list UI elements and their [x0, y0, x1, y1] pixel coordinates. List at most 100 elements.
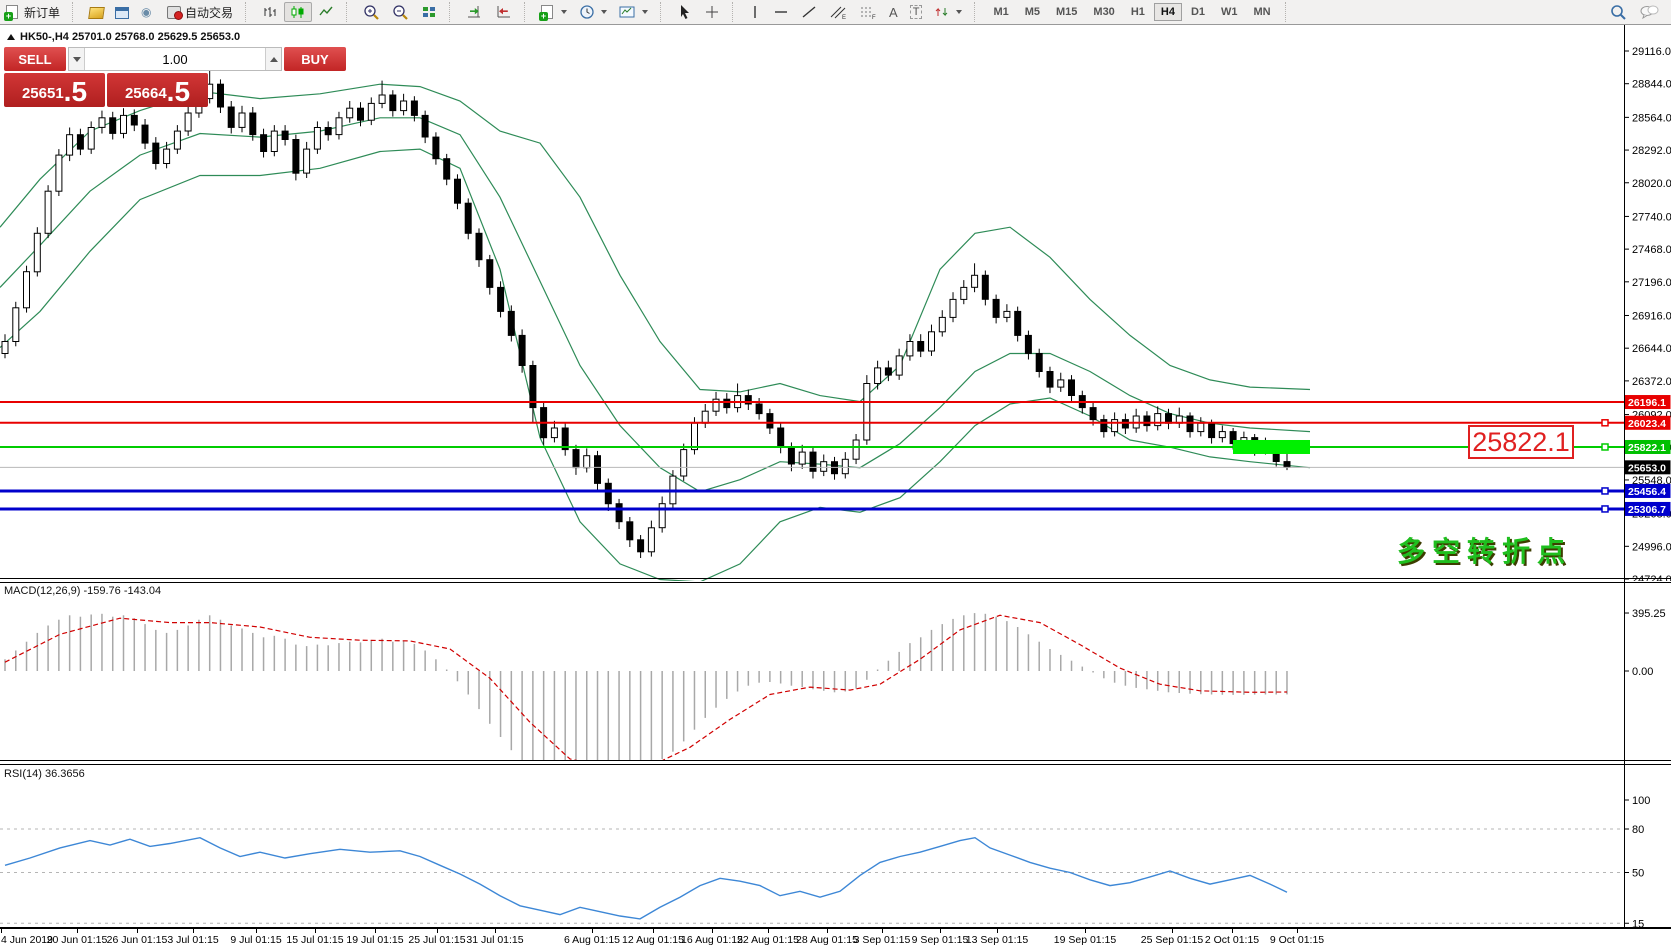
templates-button[interactable]	[613, 2, 654, 22]
buy-price-display[interactable]: 25664.5	[107, 73, 208, 107]
new-order-button[interactable]: + 新订单	[0, 2, 66, 22]
rsi-pane-canvas[interactable]: 1008050150	[0, 765, 1671, 927]
time-tick	[712, 929, 713, 933]
shapes-arrows-icon	[936, 7, 948, 17]
crosshair-icon	[706, 6, 719, 18]
fibonacci-icon: F	[861, 7, 876, 20]
timeframe-M15[interactable]: M15	[1056, 6, 1078, 18]
time-tick	[592, 929, 593, 933]
cursor-button[interactable]	[671, 2, 698, 22]
sell-price-int: 25651	[21, 85, 64, 102]
price-text-label[interactable]: 25822.1	[1468, 425, 1574, 459]
zoom-out-icon	[393, 4, 408, 20]
time-label: 9 Oct 01:15	[1269, 934, 1325, 946]
horizontal-line-button[interactable]	[767, 2, 795, 22]
dropdown-arrow-icon	[601, 10, 608, 14]
rsi-label: RSI(14) 36.3656	[4, 768, 85, 780]
main-chart-canvas[interactable]: 29116.0 28844.0 28564.0 28292.0 28020.0 27740…	[0, 25, 1671, 581]
indicators-button[interactable]: +	[535, 2, 573, 22]
text-tool-button[interactable]: A	[883, 2, 904, 22]
svg-text:27468.0: 27468.0	[1632, 244, 1671, 256]
volume-increase-button[interactable]	[265, 48, 281, 70]
time-tick	[193, 929, 194, 933]
separator	[449, 2, 456, 22]
timeframe-group: M1 M5 M15 M30 H1 H4 D1 W1 MN	[985, 3, 1278, 21]
zoom-out-button[interactable]	[386, 2, 415, 22]
label-tool-button[interactable]: T	[904, 2, 929, 22]
search-button[interactable]	[1604, 2, 1633, 22]
text-tool-icon: A	[889, 4, 898, 20]
profiles-icon	[88, 5, 105, 19]
time-label: 15 Jul 01:15	[286, 934, 344, 946]
profiles-button[interactable]	[83, 2, 109, 22]
timeframe-M5[interactable]: M5	[1024, 6, 1040, 18]
chart-shift-icon	[497, 6, 511, 18]
time-tick	[940, 929, 941, 933]
channel-button[interactable]: E	[823, 2, 853, 22]
search-icon	[1611, 4, 1626, 20]
time-tick	[1297, 929, 1298, 933]
svg-text:28292.0: 28292.0	[1632, 145, 1671, 157]
horizontal-line-icon	[775, 11, 788, 13]
time-label: 12 Aug 01:15	[622, 934, 684, 946]
macd-pane-canvas[interactable]: 395.250.00-723.16	[0, 583, 1671, 761]
price-axis-line[interactable]	[1624, 25, 1625, 929]
dropdown-arrow-icon	[956, 10, 963, 14]
pane-separator[interactable]	[0, 578, 1671, 579]
candlestick-chart-icon	[291, 6, 304, 18]
market-watch-button[interactable]	[109, 2, 135, 22]
dropdown-arrow-icon	[561, 10, 568, 14]
bar-chart-button[interactable]	[256, 2, 284, 22]
svg-text:E: E	[842, 15, 846, 20]
timeframe-H4[interactable]: H4	[1153, 3, 1182, 21]
sell-button[interactable]: SELL	[4, 47, 66, 71]
collapse-panel-icon[interactable]	[7, 34, 15, 40]
market-watch-icon	[115, 5, 130, 19]
pane-separator	[0, 927, 1671, 929]
zoom-in-button[interactable]	[357, 2, 386, 22]
time-label: 9 Sep 01:15	[911, 934, 969, 946]
time-tick	[768, 929, 769, 933]
autotrading-icon	[167, 5, 184, 20]
line-chart-button[interactable]	[312, 2, 340, 22]
templates-icon	[619, 6, 635, 18]
tile-windows-button[interactable]	[415, 2, 443, 22]
fibonacci-button[interactable]: F	[853, 2, 883, 22]
svg-text:F: F	[872, 15, 876, 20]
channel-icon: E	[830, 6, 846, 20]
separator	[1284, 2, 1292, 22]
shapes-button[interactable]	[928, 2, 968, 22]
chart-shift-button[interactable]	[489, 2, 518, 22]
time-tick	[653, 929, 654, 933]
timeframe-H1[interactable]: H1	[1130, 6, 1145, 18]
time-axis[interactable]: 4 Jun 2019 20 Jun 01:15 26 Jun 01:15 3 Jul …	[0, 929, 1671, 948]
candlestick-chart-button[interactable]	[284, 2, 313, 22]
crosshair-button[interactable]	[698, 2, 726, 22]
trendline-button[interactable]	[795, 2, 823, 22]
pane-separator[interactable]	[0, 760, 1671, 761]
volume-decrease-button[interactable]	[69, 48, 85, 70]
autotrading-button[interactable]: 自动交易	[161, 2, 239, 22]
timeframe-D1[interactable]: D1	[1190, 6, 1205, 18]
auto-scroll-button[interactable]	[460, 2, 489, 22]
timeframe-M30[interactable]: M30	[1093, 6, 1115, 18]
timeframe-MN[interactable]: MN	[1253, 6, 1271, 18]
vertical-line-button[interactable]	[743, 2, 767, 22]
buy-button[interactable]: BUY	[284, 47, 346, 71]
svg-text:0.00: 0.00	[1632, 666, 1653, 678]
periods-button[interactable]	[573, 2, 613, 22]
svg-text:26196.1: 26196.1	[1628, 397, 1666, 409]
chart-title-row: HK50-,H4 25701.0 25768.0 25629.5 25653.0	[7, 31, 240, 43]
timeframe-W1[interactable]: W1	[1221, 6, 1238, 18]
chat-button[interactable]	[1633, 2, 1665, 22]
time-tick	[375, 929, 376, 933]
time-label: 9 Jul 01:15	[230, 934, 282, 946]
timeframe-M1[interactable]: M1	[993, 6, 1009, 18]
signals-button[interactable]: ◉	[135, 2, 161, 22]
chart-annotation[interactable]: 多空转折点	[1396, 536, 1572, 567]
chat-icon	[1640, 5, 1659, 20]
svg-text:29116.0: 29116.0	[1632, 46, 1671, 58]
time-label: 31 Jul 01:15	[466, 934, 524, 946]
sell-price-display[interactable]: 25651.5	[4, 73, 105, 107]
volume-input[interactable]	[85, 48, 265, 70]
